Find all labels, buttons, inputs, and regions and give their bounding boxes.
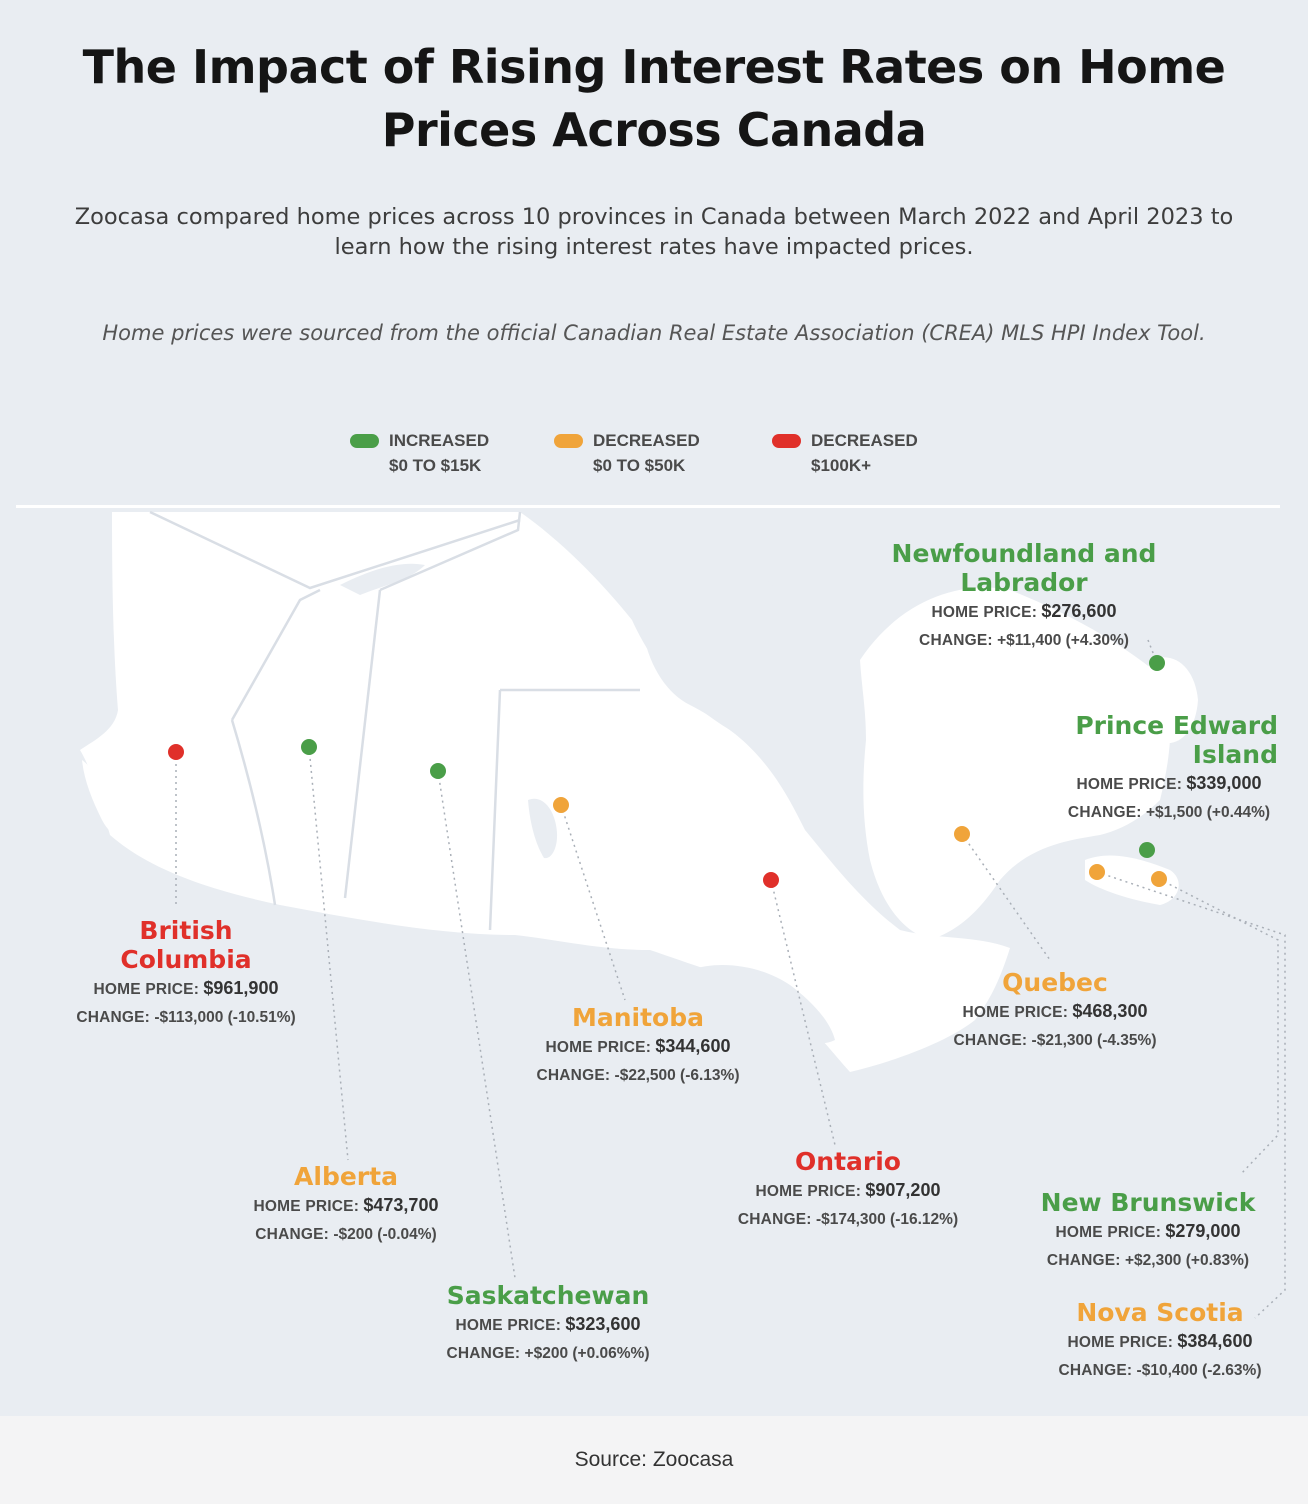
label-quebec: Quebec HOME PRICE: $468,300 CHANGE: -$21… [910, 968, 1200, 1055]
infographic: The Impact of Rising Interest Rates on H… [0, 0, 1308, 1416]
price-change: CHANGE: -$10,400 (-2.63%) [1058, 1362, 1262, 1379]
home-price: HOME PRICE: $339,000 [1076, 773, 1262, 793]
marker-new-brunswick [1089, 864, 1105, 880]
province-name: Manitoba [571, 1003, 704, 1032]
home-price: HOME PRICE: $276,600 [931, 601, 1117, 621]
price-change: CHANGE: -$174,300 (-16.12%) [737, 1211, 959, 1228]
map-arctic-inlet [340, 563, 425, 595]
province-name: Saskatchewan [446, 1281, 650, 1310]
home-price: HOME PRICE: $323,600 [455, 1314, 641, 1334]
province-name: Newfoundland and Labrador [891, 539, 1157, 597]
price-change: CHANGE: -$113,000 (-10.51%) [76, 1009, 296, 1026]
marker-ontario [763, 872, 779, 888]
map-great-lakes [690, 965, 835, 1044]
label-pei: Prince Edward Island HOME PRICE: $339,000… [1034, 711, 1304, 827]
data-source-note: Home prices were sourced from the offici… [102, 321, 1206, 345]
leader-lines [175, 639, 1286, 1319]
legend-swatch-decreased-large [772, 434, 801, 448]
legend-text: INCREASED $0 TO $15K [389, 431, 490, 475]
legend-text: DECREASED $100K+ [811, 431, 918, 475]
legend-swatch-increased [350, 434, 379, 448]
province-name: British Columbia [120, 916, 252, 974]
price-change: CHANGE: -$21,300 (-4.35%) [953, 1032, 1157, 1049]
legend-swatch-decreased-small [554, 434, 583, 448]
map-land-vancouver-island [82, 760, 126, 837]
marker-manitoba [553, 797, 569, 813]
canada-map [80, 510, 1286, 1319]
price-change: CHANGE: +$2,300 (+0.83%) [1046, 1252, 1250, 1269]
marker-alberta [301, 739, 317, 755]
province-name: Nova Scotia [1076, 1298, 1244, 1327]
home-price: HOME PRICE: $907,200 [755, 1180, 941, 1200]
map-hudson-bay [640, 555, 863, 786]
marker-british-columbia [168, 744, 184, 760]
label-nova-scotia: Nova Scotia HOME PRICE: $384,600 CHANGE:… [1022, 1298, 1298, 1385]
footer-source: Source: Zoocasa [574, 1448, 734, 1471]
province-markers [168, 655, 1167, 888]
province-name: Quebec [1002, 968, 1108, 997]
price-change: CHANGE: -$200 (-0.04%) [255, 1226, 437, 1243]
marker-nova-scotia [1151, 871, 1167, 887]
footer [0, 1416, 1308, 1504]
label-alberta: Alberta HOME PRICE: $473,700 CHANGE: -$2… [196, 1162, 496, 1249]
home-price: HOME PRICE: $344,600 [545, 1036, 731, 1056]
map-lake-winnipeg [528, 798, 558, 859]
map-arctic-inlet-2 [760, 560, 786, 590]
map-land-nl-island [1145, 657, 1198, 744]
map-james-bay [812, 789, 859, 847]
label-ontario: Ontario HOME PRICE: $907,200 CHANGE: -$1… [698, 1147, 998, 1234]
price-change: CHANGE: +$1,500 (+0.44%) [1067, 804, 1271, 821]
marker-pei [1139, 842, 1155, 858]
price-change: CHANGE: -$22,500 (-6.13%) [536, 1067, 740, 1084]
home-price: HOME PRICE: $384,600 [1067, 1331, 1253, 1351]
marker-newfoundland [1149, 655, 1165, 671]
province-name: Alberta [294, 1162, 398, 1191]
page-title: The Impact of Rising Interest Rates on H… [82, 40, 1226, 157]
province-name: Prince Edward Island [1075, 711, 1278, 769]
divider [16, 505, 1280, 508]
label-saskatchewan: Saskatchewan HOME PRICE: $323,600 CHANGE… [398, 1281, 698, 1368]
home-price: HOME PRICE: $473,700 [253, 1195, 439, 1215]
home-price: HOME PRICE: $279,000 [1055, 1221, 1241, 1241]
province-name: New Brunswick [1040, 1188, 1256, 1217]
home-price: HOME PRICE: $961,900 [93, 978, 279, 998]
map-land-ns [1085, 855, 1179, 905]
label-newfoundland: Newfoundland and Labrador HOME PRICE: $27… [874, 539, 1174, 655]
label-manitoba: Manitoba HOME PRICE: $344,600 CHANGE: -$… [488, 1003, 788, 1090]
province-name: Ontario [795, 1147, 901, 1176]
price-change: CHANGE: +$200 (+0.06%%) [446, 1345, 650, 1362]
home-price: HOME PRICE: $468,300 [962, 1001, 1148, 1021]
map-borders [149, 510, 640, 931]
legend-text: DECREASED $0 TO $50K [593, 431, 700, 475]
label-british-columbia: British Columbia HOME PRICE: $961,900 CHA… [36, 916, 336, 1032]
map-land-west [80, 512, 1010, 1072]
marker-quebec [954, 826, 970, 842]
price-change: CHANGE: +$11,400 (+4.30%) [919, 632, 1129, 649]
marker-saskatchewan [430, 763, 446, 779]
intro-text: Zoocasa compared home prices across 10 p… [74, 204, 1234, 260]
label-new-brunswick: New Brunswick HOME PRICE: $279,000 CHANG… [1010, 1188, 1286, 1275]
map-land-east [860, 587, 1171, 940]
